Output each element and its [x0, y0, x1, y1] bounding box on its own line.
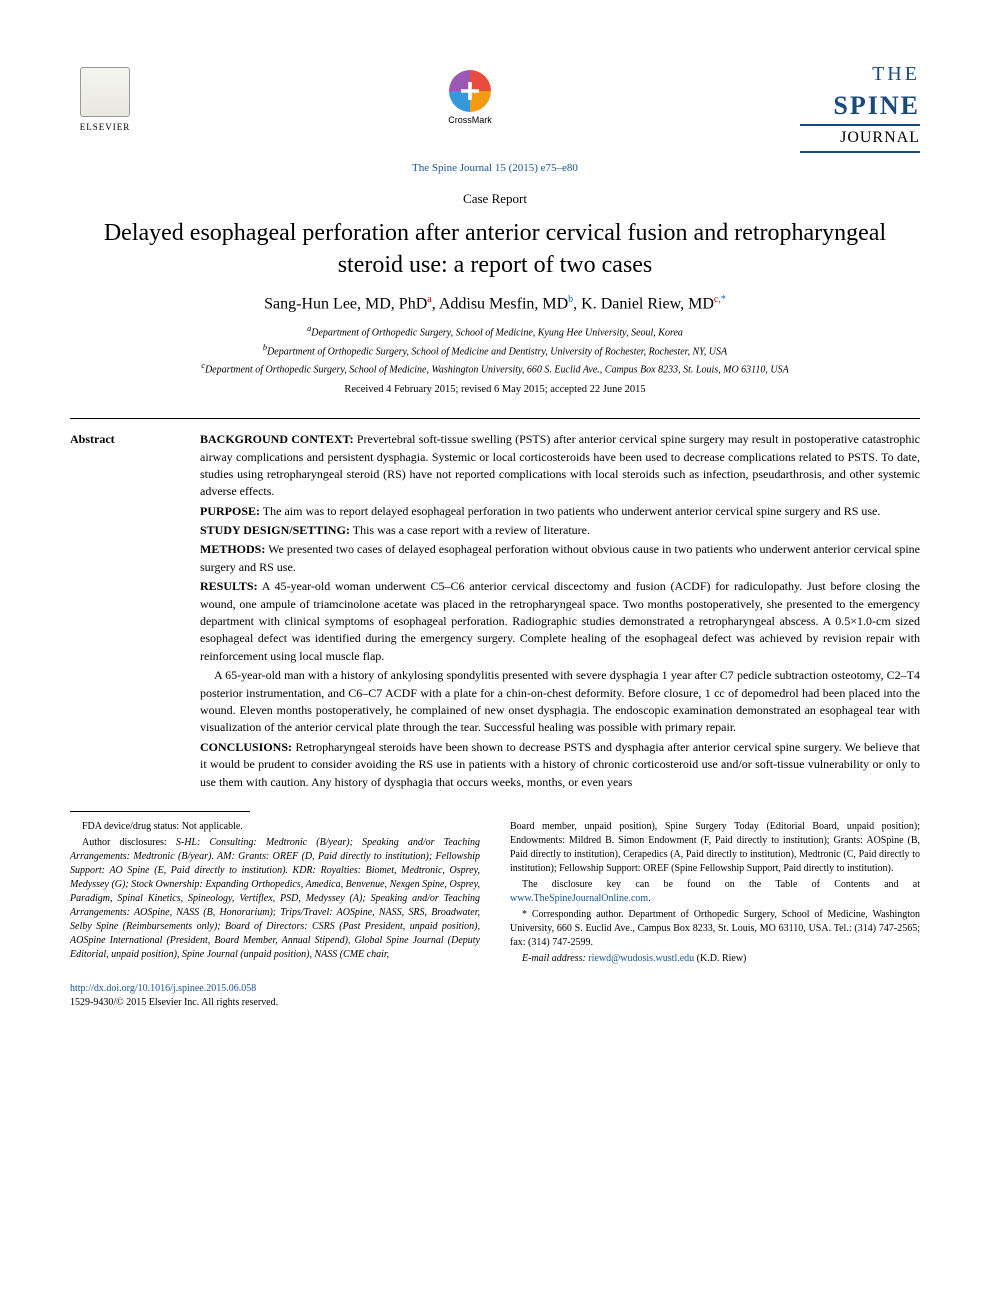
- disclosures-right: Board member, unpaid position), Spine Su…: [510, 821, 920, 874]
- disclosures-left: S-HL: Consulting: Medtronic (B/year); Sp…: [70, 837, 480, 960]
- crossmark-label: CrossMark: [448, 114, 492, 127]
- affil-marker-b: b: [568, 294, 573, 305]
- crossmark-badge[interactable]: CrossMark: [448, 70, 492, 127]
- doi-link[interactable]: http://dx.doi.org/10.1016/j.spinee.2015.…: [70, 982, 920, 996]
- journal-reference[interactable]: The Spine Journal 15 (2015) e75–e80: [70, 161, 920, 176]
- abstract-content: BACKGROUND CONTEXT: Prevertebral soft-ti…: [200, 431, 920, 793]
- background-label: BACKGROUND CONTEXT:: [200, 432, 354, 446]
- author-list: Sang-Hun Lee, MD, PhDa, Addisu Mesfin, M…: [70, 293, 920, 316]
- affiliation-b: Department of Orthopedic Surgery, School…: [267, 346, 727, 357]
- journal-the: THE: [800, 60, 920, 88]
- footnote-col-left: FDA device/drug status: Not applicable. …: [70, 820, 480, 968]
- corresponding-marker: *: [721, 294, 726, 305]
- results-text-2: A 65-year-old man with a history of anky…: [200, 668, 920, 734]
- email-label: E-mail address:: [522, 953, 586, 964]
- abstract-block: Abstract BACKGROUND CONTEXT: Prevertebra…: [70, 431, 920, 793]
- footnotes: FDA device/drug status: Not applicable. …: [70, 820, 920, 968]
- email-address[interactable]: riewd@wudosis.wustl.edu: [588, 953, 694, 964]
- article-title: Delayed esophageal perforation after ant…: [70, 218, 920, 280]
- conclusions-text: Retropharyngeal steroids have been shown…: [200, 740, 920, 789]
- affiliations: aDepartment of Orthopedic Surgery, Schoo…: [70, 323, 920, 377]
- journal-spine: SPINE: [800, 88, 920, 124]
- affiliation-c: Department of Orthopedic Surgery, School…: [205, 364, 789, 375]
- author-1: Sang-Hun Lee, MD, PhD: [264, 295, 427, 312]
- author-3: K. Daniel Riew, MD: [581, 295, 714, 312]
- divider-top: [70, 418, 920, 419]
- footnote-divider: [70, 811, 250, 812]
- results-label: RESULTS:: [200, 579, 258, 593]
- affil-marker-c: c,: [714, 294, 721, 305]
- purpose-text: The aim was to report delayed esophageal…: [263, 504, 881, 518]
- disclosure-link[interactable]: www.TheSpineJournalOnline.com: [510, 893, 648, 904]
- crossmark-icon: [449, 70, 491, 112]
- disclosure-key-text: The disclosure key can be found on the T…: [522, 879, 920, 890]
- design-text: This was a case report with a review of …: [353, 523, 590, 537]
- design-label: STUDY DESIGN/SETTING:: [200, 523, 350, 537]
- methods-label: METHODS:: [200, 542, 265, 556]
- publisher-name: ELSEVIER: [80, 121, 131, 134]
- author-2: Addisu Mesfin, MD: [439, 295, 568, 312]
- corresponding-author: * Corresponding author. Department of Or…: [510, 908, 920, 950]
- journal-journal: JOURNAL: [800, 124, 920, 152]
- disclosures-label: Author disclosures:: [82, 837, 167, 848]
- publisher-logo: ELSEVIER: [70, 60, 140, 140]
- methods-text: We presented two cases of delayed esopha…: [200, 542, 920, 573]
- affiliation-a: Department of Orthopedic Surgery, School…: [311, 328, 683, 339]
- results-text-1: A 45-year-old woman underwent C5–C6 ante…: [200, 579, 920, 663]
- elsevier-tree-icon: [80, 67, 130, 117]
- email-who: (K.D. Riew): [697, 953, 747, 964]
- article-dates: Received 4 February 2015; revised 6 May …: [70, 383, 920, 398]
- journal-logo: THE SPINE JOURNAL: [800, 60, 920, 153]
- fda-status: FDA device/drug status: Not applicable.: [70, 820, 480, 834]
- copyright: 1529-9430/© 2015 Elsevier Inc. All right…: [70, 996, 920, 1010]
- conclusions-label: CONCLUSIONS:: [200, 740, 292, 754]
- article-type: Case Report: [70, 190, 920, 208]
- purpose-label: PURPOSE:: [200, 504, 260, 518]
- header-row: ELSEVIER CrossMark THE SPINE JOURNAL: [70, 60, 920, 153]
- affil-marker-a: a: [427, 294, 431, 305]
- abstract-label: Abstract: [70, 431, 160, 793]
- bottom-bar: http://dx.doi.org/10.1016/j.spinee.2015.…: [70, 982, 920, 1010]
- footnote-col-right: Board member, unpaid position), Spine Su…: [510, 820, 920, 968]
